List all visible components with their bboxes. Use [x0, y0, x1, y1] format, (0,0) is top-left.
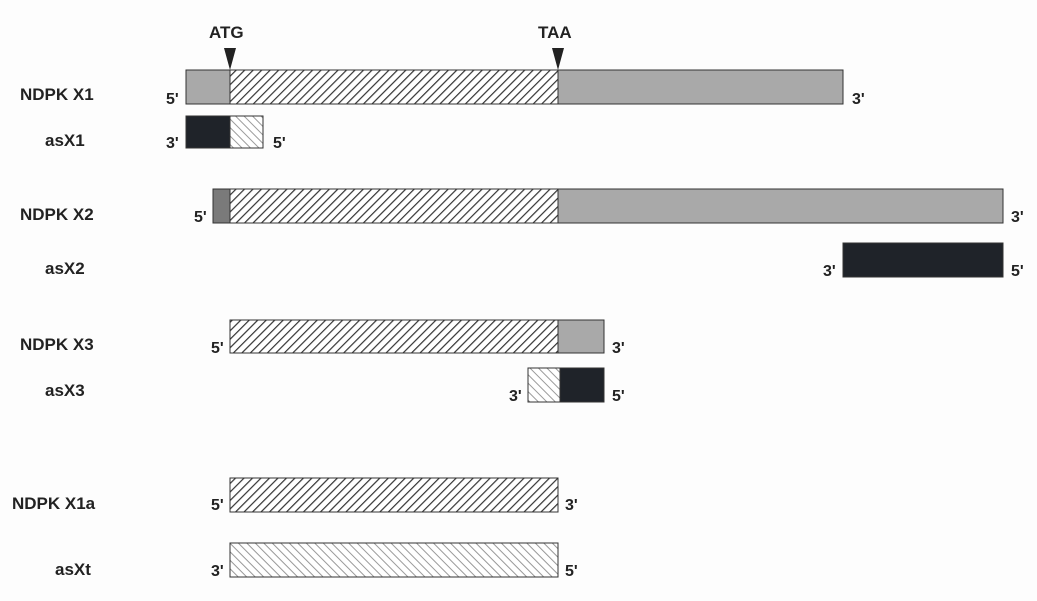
- left-end: 3': [823, 263, 836, 280]
- coding-region: [229, 319, 559, 354]
- antisense-dark: [559, 367, 605, 403]
- right-end: 5': [565, 563, 578, 580]
- right-end: 5': [1011, 263, 1024, 280]
- right-end: 5': [273, 135, 286, 152]
- row-label: asX2: [45, 259, 85, 278]
- utr-3: [557, 319, 605, 354]
- taa-arrow-icon: [552, 48, 564, 70]
- utr-3: [557, 69, 844, 105]
- utr-3: [557, 188, 1004, 224]
- antisense-dark: [185, 115, 231, 149]
- right-end: 5': [612, 388, 625, 405]
- utr-5: [185, 69, 231, 105]
- row-ndpk-x1a: NDPK X1a 5' 3': [12, 477, 578, 514]
- antisense-hatched: [229, 542, 559, 578]
- row-label: NDPK X1: [20, 85, 94, 104]
- coding-region: [229, 188, 559, 224]
- taa-label: TAA: [538, 23, 572, 42]
- right-end: 3': [612, 340, 625, 357]
- left-end: 5': [194, 209, 207, 226]
- row-label: NDPK X2: [20, 205, 94, 224]
- row-asx3: asX3 3' 5': [45, 367, 625, 405]
- atg-label: ATG: [209, 23, 244, 42]
- right-end: 3': [565, 497, 578, 514]
- row-asx2: asX2 3' 5': [45, 242, 1024, 280]
- left-end: 5': [211, 340, 224, 357]
- coding-region: [229, 477, 559, 513]
- left-end: 3': [166, 135, 179, 152]
- row-ndpk-x1: NDPK X1 5' 3': [20, 69, 865, 108]
- coding-region: [229, 69, 559, 105]
- right-end: 3': [1011, 209, 1024, 226]
- row-label: NDPK X1a: [12, 494, 96, 513]
- antisense-dark: [842, 242, 1004, 278]
- left-end: 3': [509, 388, 522, 405]
- antisense-hatched: [527, 367, 561, 403]
- atg-arrow-icon: [224, 48, 236, 70]
- left-end: 5': [166, 91, 179, 108]
- row-label: asX1: [45, 131, 85, 150]
- utr-5: [212, 188, 231, 224]
- antisense-hatched: [229, 115, 264, 149]
- row-label: asX3: [45, 381, 85, 400]
- left-end: 3': [211, 563, 224, 580]
- row-ndpk-x3: NDPK X3 5' 3': [20, 319, 625, 357]
- row-label: NDPK X3: [20, 335, 94, 354]
- row-asx1: asX1 3' 5': [45, 115, 286, 152]
- row-ndpk-x2: NDPK X2 5' 3': [20, 188, 1024, 226]
- left-end: 5': [211, 497, 224, 514]
- row-label: asXt: [55, 560, 91, 579]
- right-end: 3': [852, 91, 865, 108]
- row-asxt: asXt 3' 5': [55, 542, 578, 580]
